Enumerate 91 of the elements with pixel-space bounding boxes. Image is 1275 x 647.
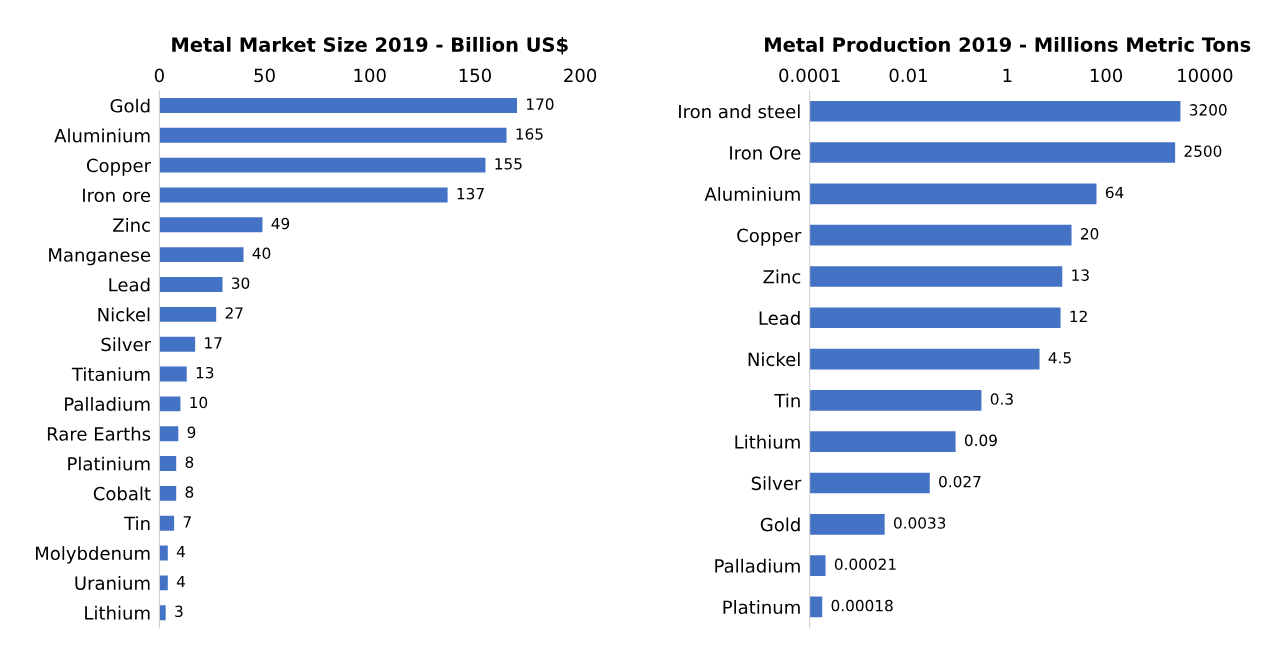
- data-label: 8: [185, 456, 194, 468]
- x-tick-label: 10000: [1178, 68, 1233, 83]
- bar: [159, 456, 177, 471]
- y-tick-label: Manganese: [49, 248, 151, 266]
- bar: [159, 277, 223, 292]
- data-label: 40: [252, 247, 271, 260]
- data-label: 13: [1072, 269, 1089, 281]
- y-tick-label: Silver: [101, 337, 152, 352]
- y-tick-label: Copper: [737, 228, 802, 246]
- y-tick-label: Tin: [774, 393, 800, 408]
- bar: [159, 336, 196, 352]
- y-tick-label: Molybdenum: [35, 546, 150, 564]
- y-tick-label: Zinc: [113, 217, 150, 232]
- y-tick-label: Aluminium: [54, 128, 150, 143]
- y-tick-label: Silver: [751, 476, 802, 491]
- bar: [159, 157, 486, 173]
- x-tick-label: 50: [254, 68, 275, 83]
- y-tick-label: Iron and steel: [679, 104, 800, 119]
- data-label: 165: [516, 128, 543, 140]
- data-label: 155: [495, 158, 522, 170]
- y-tick-label: Lead: [109, 277, 150, 292]
- bar: [159, 98, 518, 113]
- x-tick-label: 1: [1003, 68, 1012, 82]
- y-tick-label: Iron Ore: [730, 146, 801, 160]
- y-tick-label: Nickel: [748, 352, 800, 367]
- data-label: 3200: [1189, 104, 1227, 116]
- y-tick-label: Copper: [86, 158, 152, 176]
- data-label: 170: [527, 98, 554, 110]
- data-label: 20: [1080, 228, 1099, 240]
- bar: [159, 396, 181, 412]
- y-tick-label: Rare Earths: [47, 426, 151, 441]
- x-tick-label: 200: [564, 68, 597, 83]
- data-label: 27: [225, 307, 243, 319]
- data-label: 13: [196, 366, 214, 379]
- data-label: 30: [231, 277, 250, 289]
- bar: [159, 247, 244, 263]
- bar: [159, 605, 166, 621]
- bar: [159, 426, 179, 442]
- bar: [159, 306, 217, 322]
- bar: [159, 366, 187, 382]
- bar: [159, 575, 168, 591]
- y-tick-label: Cobalt: [93, 486, 151, 501]
- data-label: 49: [271, 217, 290, 230]
- data-label: 8: [185, 486, 194, 498]
- y-tick-label: Titanium: [71, 367, 150, 382]
- y-tick-label: Platinum: [723, 600, 800, 615]
- bar: [159, 217, 263, 233]
- y-tick-label: Aluminium: [704, 186, 800, 201]
- y-tick-label: Iron ore: [83, 188, 151, 203]
- data-label: 0.027: [939, 475, 981, 488]
- chart-title: Metal Production 2019 - Millions Metric Tons: [765, 36, 1251, 52]
- x-tick-label: 0.0001: [779, 68, 840, 83]
- data-label: 7: [183, 516, 191, 528]
- bar: [159, 127, 507, 143]
- data-label: 64: [1105, 186, 1124, 199]
- bar: [159, 187, 448, 203]
- data-label: 3: [175, 605, 183, 618]
- data-label: 137: [457, 187, 484, 200]
- data-label: 4: [176, 575, 185, 588]
- data-label: 4: [176, 546, 185, 558]
- data-label: 2500: [1184, 145, 1222, 157]
- x-tick-label: 100: [1090, 68, 1123, 83]
- y-tick-label: Palladium: [65, 396, 150, 411]
- y-tick-label: Lithium: [85, 605, 150, 620]
- data-label: 17: [205, 337, 222, 349]
- data-label: 0.00021: [834, 558, 896, 571]
- x-tick-label: 0.01: [889, 68, 927, 83]
- x-tick-label: 0: [154, 68, 164, 83]
- data-label: 12: [1070, 310, 1087, 322]
- x-tick-label: 100: [354, 68, 386, 83]
- y-tick-label: Gold: [760, 517, 800, 532]
- x-tick-label: 150: [459, 68, 491, 83]
- y-tick-label: Uranium: [75, 575, 150, 590]
- y-tick-label: Tin: [124, 516, 150, 531]
- bar: [159, 515, 175, 531]
- data-label: 0.0033: [893, 517, 946, 529]
- y-tick-label: Gold: [110, 98, 150, 113]
- y-tick-label: Zinc: [763, 269, 801, 284]
- data-label: 10: [190, 396, 208, 409]
- chart-title: Metal Market Size 2019 - Billion US$: [172, 36, 568, 55]
- bar: [159, 485, 177, 501]
- y-tick-label: Palladium: [715, 558, 800, 573]
- data-label: 9: [187, 426, 196, 439]
- y-tick-label: Lead: [759, 310, 800, 325]
- data-label: 0.00018: [831, 599, 893, 612]
- y-tick-label: Platinium: [68, 456, 150, 471]
- y-tick-label: Nickel: [98, 307, 150, 322]
- data-label: 4.5: [1048, 352, 1071, 364]
- data-label: 0.09: [964, 434, 997, 447]
- data-label: 0.3: [990, 393, 1013, 405]
- y-tick-label: Lithium: [735, 434, 800, 449]
